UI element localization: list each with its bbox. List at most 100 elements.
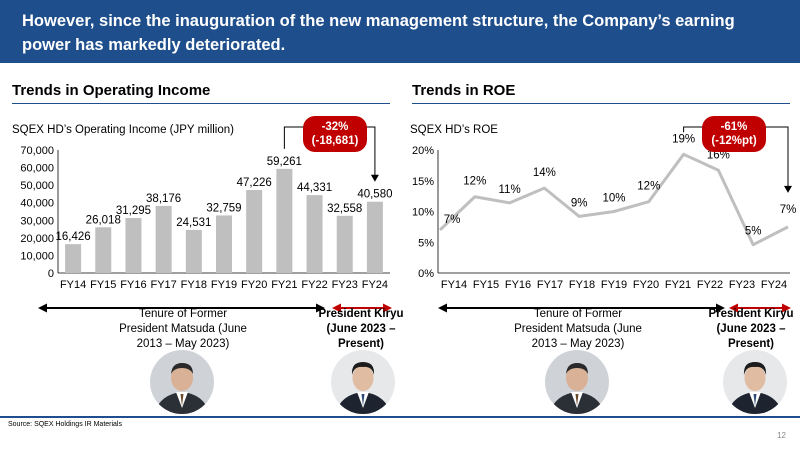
bar-FY19 bbox=[216, 215, 232, 273]
roe-change-percent: -61% bbox=[720, 121, 748, 133]
former-president-tenure-label: Tenure of Former President Matsuda (June… bbox=[119, 308, 247, 350]
bar-x-tick: FY20 bbox=[241, 279, 267, 291]
former-president-tenure-label-roe: Tenure of Former President Matsuda (June… bbox=[514, 308, 642, 350]
line-x-tick: FY22 bbox=[697, 279, 723, 291]
source-note: Source: SQEX Holdings IR Materials bbox=[8, 421, 122, 428]
bar-value-label: 38,176 bbox=[146, 193, 181, 205]
bar-FY17 bbox=[155, 205, 172, 273]
line-value-label: 12% bbox=[637, 181, 660, 193]
line-y-tick-labels: 0% 5% 10% 15% 20% bbox=[412, 145, 434, 280]
line-x-tick: FY18 bbox=[569, 279, 595, 291]
tenure-arrows-left bbox=[38, 303, 392, 313]
kiryu-tenure-arrowhead-right bbox=[782, 303, 791, 313]
line-y-tick: 15% bbox=[412, 176, 434, 188]
line-value-label: 11% bbox=[499, 184, 521, 196]
roe-change-callout: -61% (-12%pt) bbox=[702, 116, 766, 152]
line-value-label: 10% bbox=[602, 193, 625, 205]
bar-x-tick: FY23 bbox=[332, 279, 358, 291]
bar-value-label: 59,261 bbox=[267, 156, 302, 168]
bar-y-tick: 40,000 bbox=[20, 198, 54, 210]
line-y-tick: 10% bbox=[412, 207, 434, 219]
operating-income-section-title: Trends in Operating Income bbox=[12, 82, 211, 99]
bar-y-tick: 70,000 bbox=[20, 145, 54, 157]
line-value-label: 16% bbox=[707, 149, 730, 161]
roe-line-chart: SQEX HD’s ROE 0% 5% 10% 15% 20% 7% 12% 11% 14% 9… bbox=[410, 124, 797, 291]
line-x-tick: FY17 bbox=[537, 279, 563, 291]
line-value-label: 7% bbox=[444, 214, 461, 226]
roe-section-title: Trends in ROE bbox=[412, 82, 516, 99]
bar-x-tick: FY15 bbox=[90, 279, 116, 291]
operating-income-section-rule bbox=[12, 103, 390, 104]
former-president-portrait-roe bbox=[545, 350, 609, 414]
former-tenure-arrowhead-right bbox=[316, 303, 325, 313]
bar-value-label: 31,295 bbox=[116, 205, 151, 217]
former-president-portrait bbox=[150, 350, 214, 414]
former-tenure-arrowhead-left bbox=[438, 303, 447, 313]
operating-income-chart-title: SQEX HD’s Operating Income (JPY million) bbox=[12, 124, 234, 136]
bar-FY16 bbox=[125, 218, 142, 273]
bar-FY24 bbox=[366, 201, 383, 273]
kiryu-tenure-arrowhead-left bbox=[729, 303, 738, 313]
line-y-tick: 0% bbox=[418, 268, 434, 280]
bar-y-tick-labels: 0 10,000 20,000 30,000 40,000 50,000 60,000 70,… bbox=[20, 145, 54, 280]
bar-FY15 bbox=[95, 227, 112, 273]
bracket-arrowhead bbox=[784, 185, 792, 193]
bar-FY14 bbox=[65, 244, 82, 273]
operating-income-change-percent: -32% bbox=[321, 121, 349, 133]
roe-section-rule bbox=[412, 103, 790, 104]
headline-banner: However, since the inauguration of the n… bbox=[0, 0, 800, 63]
bar-FY21 bbox=[276, 168, 293, 273]
line-value-label: 19% bbox=[672, 133, 695, 145]
line-value-label: 7% bbox=[780, 204, 797, 216]
former-tenure-arrowhead-right bbox=[716, 303, 725, 313]
page-number: 12 bbox=[777, 431, 786, 440]
bar-FY23 bbox=[336, 215, 353, 273]
bracket-arrowhead bbox=[370, 174, 379, 182]
bar-x-tick: FY17 bbox=[150, 279, 176, 291]
headline-text: However, since the inauguration of the n… bbox=[22, 12, 735, 54]
bar-value-label: 40,580 bbox=[357, 189, 392, 201]
bar-y-tick: 10,000 bbox=[20, 250, 54, 262]
tenure-arrows-right bbox=[438, 303, 791, 313]
bar-value-label: 44,331 bbox=[297, 182, 332, 194]
line-x-tick: FY16 bbox=[505, 279, 531, 291]
bar-value-label: 16,426 bbox=[55, 231, 90, 243]
bar-value-label: 32,759 bbox=[206, 202, 241, 214]
bar-x-tick-labels: FY14 FY15 FY16 FY17 FY18 FY19 FY20 FY21 FY22 FY23… bbox=[60, 279, 388, 291]
bar-FY22 bbox=[306, 195, 323, 273]
bar-y-tick: 50,000 bbox=[20, 180, 54, 192]
operating-income-change-amount: (-18,681) bbox=[311, 135, 359, 147]
bar-x-tick: FY18 bbox=[181, 279, 207, 291]
operating-income-bar-chart: SQEX HD’s Operating Income (JPY million)… bbox=[12, 124, 393, 291]
bar-x-tick: FY22 bbox=[301, 279, 327, 291]
bar-value-label: 47,226 bbox=[237, 177, 272, 189]
bar-value-label: 24,531 bbox=[176, 217, 211, 229]
line-value-label: 12% bbox=[463, 176, 486, 188]
line-x-tick: FY20 bbox=[633, 279, 659, 291]
bar-x-tick: FY19 bbox=[211, 279, 237, 291]
bar-y-tick: 30,000 bbox=[20, 215, 54, 227]
line-value-label: 9% bbox=[571, 197, 588, 209]
bar-value-label: 32,558 bbox=[327, 203, 362, 215]
bar-value-label: 26,018 bbox=[86, 214, 121, 226]
bar-x-tick: FY24 bbox=[362, 279, 388, 291]
bar-FY20 bbox=[246, 190, 263, 273]
roe-series-line bbox=[438, 152, 789, 247]
line-x-tick: FY24 bbox=[761, 279, 787, 291]
kiryu-tenure-arrowhead-left bbox=[332, 303, 341, 313]
president-kiryu-label: President Kiryu (June 2023 – Present) bbox=[318, 308, 404, 350]
line-x-tick: FY19 bbox=[601, 279, 627, 291]
bar-y-tick: 0 bbox=[48, 268, 54, 280]
line-x-tick: FY23 bbox=[729, 279, 755, 291]
roe-chart-title: SQEX HD’s ROE bbox=[410, 124, 498, 136]
roe-change-points: (-12%pt) bbox=[711, 135, 757, 147]
president-kiryu-label-roe: President Kiryu (June 2023 – Present) bbox=[708, 308, 794, 350]
line-value-label: 5% bbox=[745, 226, 762, 238]
operating-income-change-callout: -32% (-18,681) bbox=[303, 116, 367, 152]
bar-y-tick: 20,000 bbox=[20, 233, 54, 245]
kiryu-tenure-arrowhead-right bbox=[383, 303, 392, 313]
line-x-tick: FY15 bbox=[473, 279, 499, 291]
line-value-label: 14% bbox=[533, 167, 556, 179]
president-kiryu-portrait-roe bbox=[723, 350, 787, 414]
